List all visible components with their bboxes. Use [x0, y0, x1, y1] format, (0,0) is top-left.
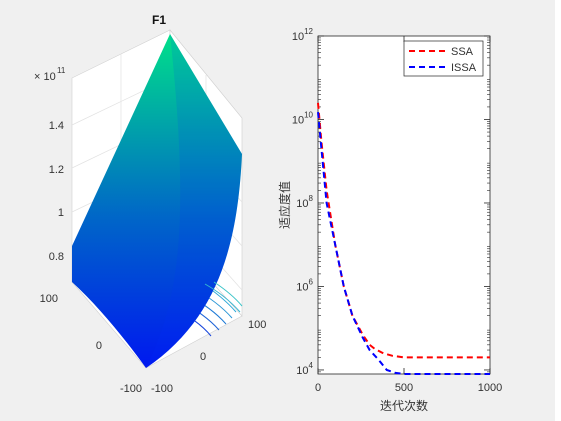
convergence-plot: 104 106 108 1010 1012 0 500 1000 迭代次数 适应度值 SSA…	[277, 27, 502, 413]
legend-label-issa: ISSA	[451, 62, 477, 74]
surface-mesh	[72, 34, 242, 368]
y-tick-label: 104	[296, 361, 313, 377]
x-tick-labels: 0 500 1000	[315, 382, 502, 394]
z-tick-label: 0.8	[49, 251, 64, 263]
plot-series	[317, 102, 490, 375]
x-tick-label: -100	[120, 383, 142, 395]
series-line-ssa	[317, 102, 490, 359]
legend: SSA ISSA	[403, 40, 484, 77]
x-tick-label: 100	[40, 293, 58, 305]
y-tick-label: -100	[151, 383, 173, 395]
legend-box	[403, 40, 484, 77]
z-tick-label: 1.4	[49, 120, 64, 132]
surface-right-contours	[204, 281, 243, 313]
z-tick-label: 1.2	[49, 164, 64, 176]
y-axis-label: 适应度值	[277, 181, 292, 229]
x-tick-label: 500	[395, 382, 413, 394]
x-tick-label: 0	[96, 340, 102, 352]
x-axis-label: 迭代次数	[380, 398, 428, 413]
window-edge	[555, 0, 561, 421]
x-tick-label: 0	[315, 382, 321, 394]
y-tick-label: 108	[296, 194, 313, 210]
surface-title: F1	[152, 13, 166, 27]
y-tick-labels: 104 106 108 1010 1012	[292, 27, 314, 377]
z-exponent-power: 11	[57, 66, 66, 75]
y-tick-label: 0	[200, 351, 206, 363]
y-tick-label: 1010	[292, 110, 314, 126]
surface-plot: F1 × 10 11 1.4 1.2 1 0.8 100 0 -100 -100…	[34, 13, 266, 395]
z-exponent-base: × 10	[34, 71, 56, 83]
legend-label-ssa: SSA	[451, 46, 474, 58]
surface-shade	[146, 34, 242, 368]
z-tick-label: 1	[58, 207, 64, 219]
z-exponent-label: × 10 11	[34, 66, 66, 83]
y-tick-label: 1012	[292, 27, 314, 43]
series-line-issa	[317, 112, 490, 375]
plot-area	[317, 35, 491, 375]
y-tick-label: 106	[296, 277, 313, 293]
x-tick-label: 1000	[478, 382, 502, 394]
y-tick-label: 100	[248, 319, 266, 331]
